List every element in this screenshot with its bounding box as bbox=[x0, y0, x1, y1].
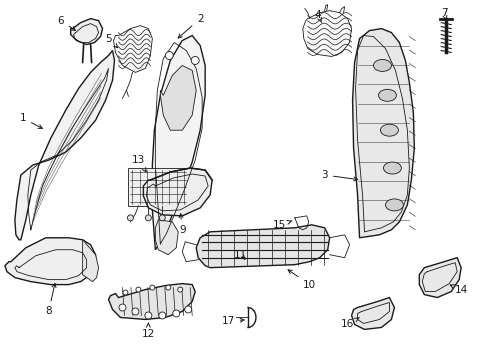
Circle shape bbox=[144, 312, 152, 319]
Circle shape bbox=[145, 215, 151, 221]
Circle shape bbox=[165, 285, 170, 290]
Circle shape bbox=[178, 287, 183, 292]
Polygon shape bbox=[160, 66, 196, 130]
Polygon shape bbox=[15, 50, 114, 240]
Text: 9: 9 bbox=[179, 214, 185, 235]
Polygon shape bbox=[128, 168, 188, 206]
Polygon shape bbox=[419, 258, 460, 298]
Circle shape bbox=[159, 312, 165, 319]
Text: 7: 7 bbox=[440, 8, 447, 21]
Ellipse shape bbox=[380, 124, 398, 136]
Text: 3: 3 bbox=[321, 170, 357, 181]
Text: 17: 17 bbox=[221, 316, 244, 327]
Polygon shape bbox=[302, 11, 351, 57]
Polygon shape bbox=[143, 168, 212, 216]
Circle shape bbox=[132, 308, 139, 315]
Text: 10: 10 bbox=[287, 270, 316, 289]
Polygon shape bbox=[82, 240, 99, 282]
Circle shape bbox=[127, 215, 133, 221]
Text: 6: 6 bbox=[57, 15, 75, 31]
Circle shape bbox=[149, 285, 155, 290]
Text: 16: 16 bbox=[340, 318, 359, 329]
Circle shape bbox=[184, 306, 191, 313]
Circle shape bbox=[136, 287, 141, 292]
Circle shape bbox=[172, 310, 180, 317]
Circle shape bbox=[122, 290, 128, 295]
Text: 15: 15 bbox=[273, 220, 291, 230]
Polygon shape bbox=[113, 26, 152, 72]
Ellipse shape bbox=[385, 199, 403, 211]
Polygon shape bbox=[196, 225, 329, 268]
Polygon shape bbox=[5, 238, 95, 285]
Polygon shape bbox=[155, 220, 178, 255]
Ellipse shape bbox=[378, 89, 396, 101]
Text: 1: 1 bbox=[20, 113, 42, 129]
Text: 13: 13 bbox=[132, 155, 146, 172]
Polygon shape bbox=[108, 284, 195, 319]
Polygon shape bbox=[152, 36, 205, 250]
Circle shape bbox=[165, 51, 173, 59]
Circle shape bbox=[159, 215, 165, 221]
Ellipse shape bbox=[373, 59, 390, 71]
Text: 5: 5 bbox=[105, 33, 118, 48]
Polygon shape bbox=[71, 19, 102, 45]
Polygon shape bbox=[352, 28, 413, 238]
Ellipse shape bbox=[383, 162, 401, 174]
Text: 4: 4 bbox=[314, 10, 321, 22]
Circle shape bbox=[191, 57, 199, 64]
Text: 12: 12 bbox=[142, 323, 155, 339]
Text: 8: 8 bbox=[45, 283, 56, 316]
Text: 14: 14 bbox=[449, 284, 467, 294]
Circle shape bbox=[119, 304, 126, 311]
Text: 11: 11 bbox=[233, 250, 246, 260]
Polygon shape bbox=[351, 298, 394, 329]
Text: 2: 2 bbox=[178, 14, 203, 38]
